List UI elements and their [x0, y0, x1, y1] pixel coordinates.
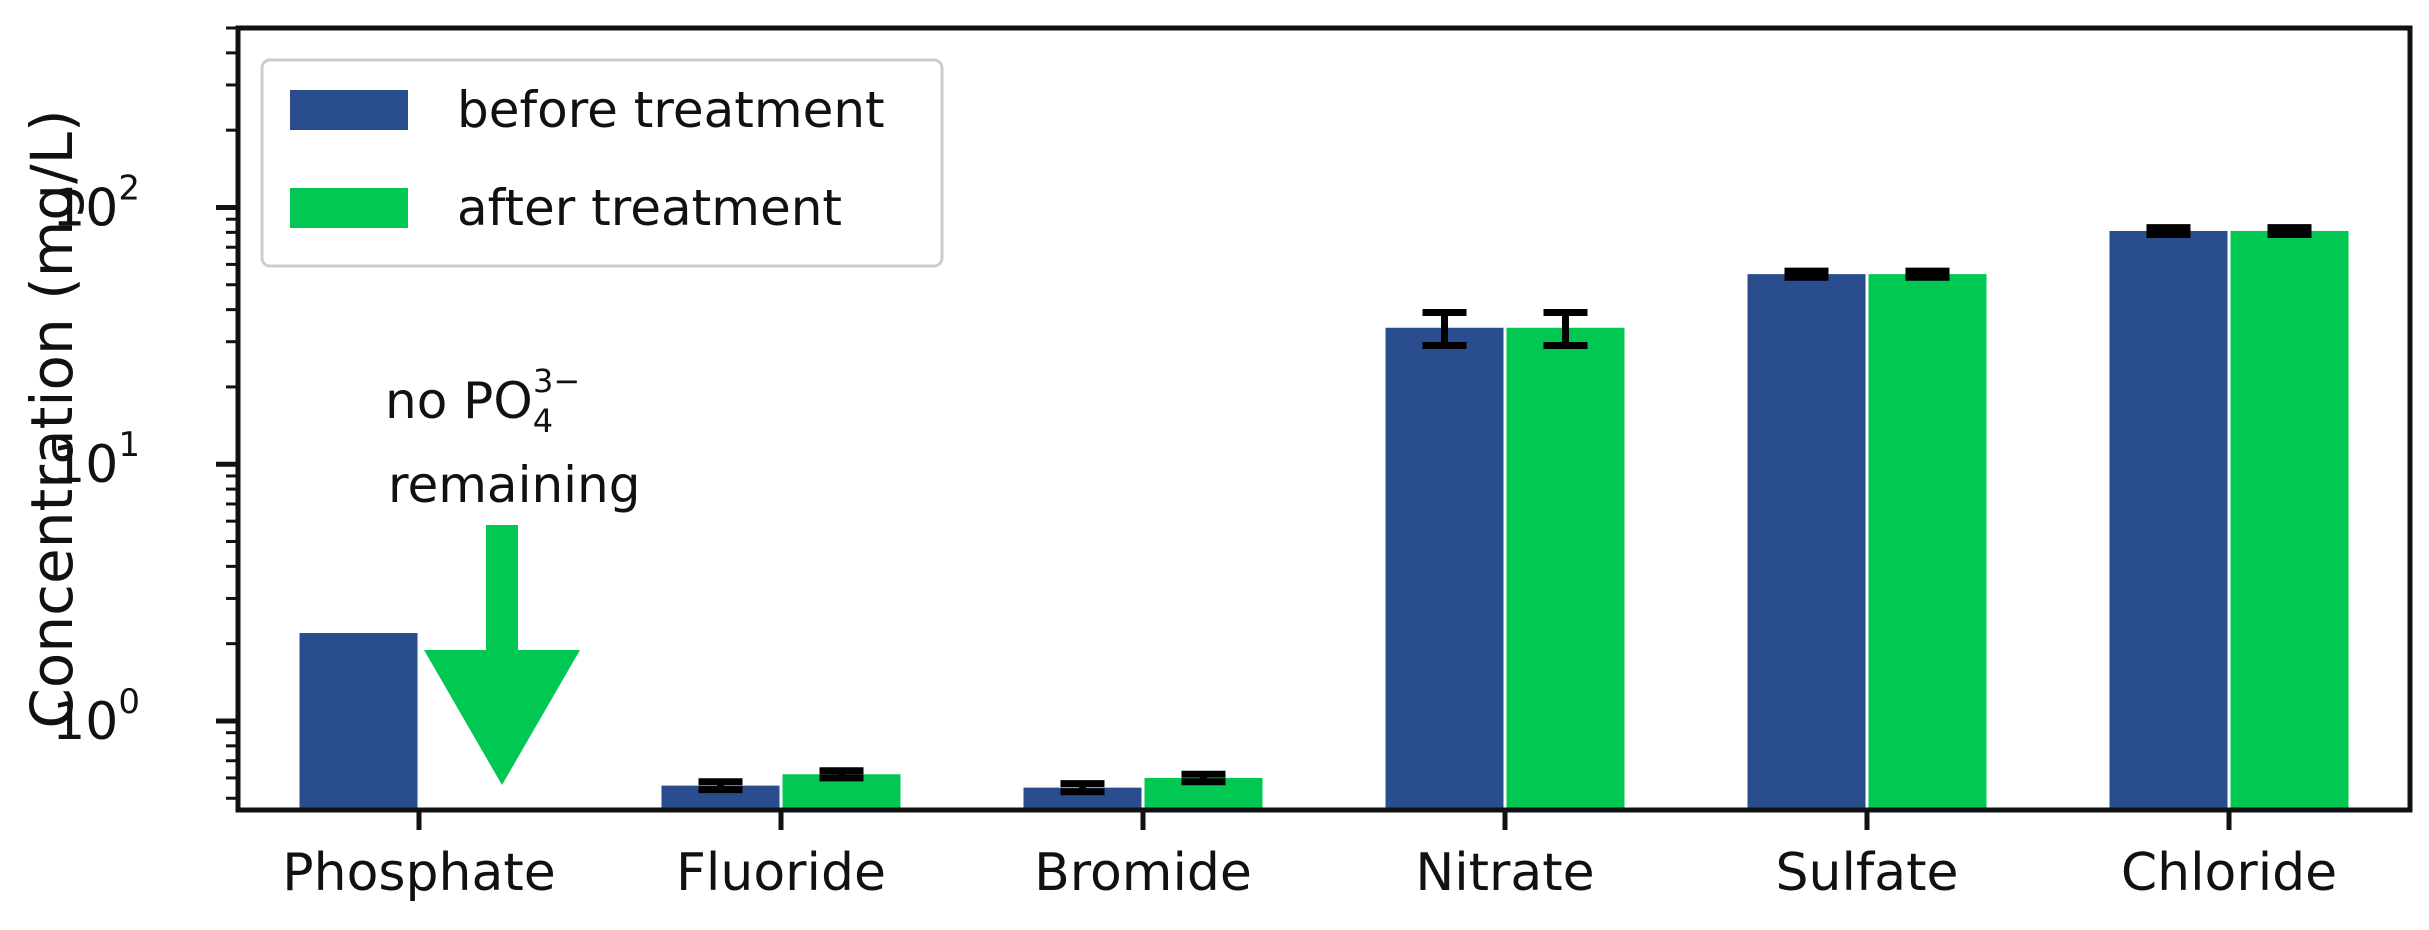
legend-swatch-before — [290, 90, 408, 130]
x-tick-label-chloride: Chloride — [2121, 843, 2337, 903]
error-bar-bromide-before — [1060, 780, 1105, 796]
error-bar-sulfate-after — [1905, 267, 1950, 281]
x-tick-label-nitrate: Nitrate — [1415, 843, 1594, 903]
annotation-prefix: no PO — [385, 372, 533, 430]
error-bar-chloride-after — [2267, 224, 2312, 238]
x-tick-label-fluoride: Fluoride — [676, 843, 886, 903]
bar-sulfate-after — [1868, 274, 1987, 810]
error-bars-layer — [698, 224, 2312, 796]
plot-frame — [235, 25, 2413, 813]
bar-nitrate-after — [1506, 327, 1625, 810]
phosphate-annotation: no PO43− remaining — [385, 362, 640, 785]
y-tick-label: 102 — [52, 168, 140, 238]
legend: before treatment after treatment — [260, 58, 944, 268]
annotation-line1: no PO43− — [385, 362, 580, 440]
bar-chloride-after — [2230, 230, 2349, 811]
annotation-line2: remaining — [388, 456, 640, 514]
y-axis: 100 101 102 — [52, 26, 238, 800]
legend-frame — [260, 58, 944, 268]
annotation-subscript: 4 — [533, 402, 553, 440]
error-bar-fluoride-after — [819, 767, 864, 782]
bar-phosphate-before — [299, 633, 418, 810]
x-tick-label-sulfate: Sulfate — [1776, 843, 1959, 903]
legend-label-after: after treatment — [457, 179, 842, 237]
down-arrow-icon — [424, 525, 580, 785]
error-bar-sulfate-before — [1784, 267, 1829, 281]
bar-sulfate-before — [1747, 274, 1866, 810]
error-bar-nitrate-before — [1422, 308, 1467, 349]
x-tick-label-bromide: Bromide — [1034, 843, 1252, 903]
bar-chloride-before — [2109, 230, 2228, 811]
error-bar-nitrate-after — [1543, 308, 1588, 349]
bar-bromide-before — [1023, 787, 1142, 810]
annotation-superscript: 3− — [533, 362, 580, 400]
error-bar-bromide-after — [1181, 770, 1226, 786]
x-axis: Phosphate Fluoride Bromide Nitrate Sulfate Ch… — [282, 810, 2337, 903]
bars-layer — [299, 230, 2349, 811]
legend-swatch-after — [290, 188, 408, 228]
bar-nitrate-before — [1385, 327, 1504, 810]
y-tick-label: 101 — [52, 425, 140, 495]
x-tick-label-phosphate: Phosphate — [282, 843, 555, 903]
legend-label-before: before treatment — [457, 81, 885, 139]
error-bar-fluoride-before — [698, 778, 743, 794]
y-tick-label: 100 — [52, 682, 140, 752]
error-bar-chloride-before — [2146, 224, 2191, 238]
y-axis-label: Concentration (mg/L) — [18, 109, 86, 728]
